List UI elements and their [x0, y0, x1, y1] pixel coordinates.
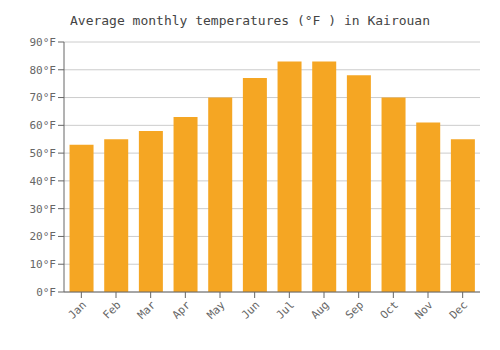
svg-text:Aug: Aug: [308, 298, 331, 321]
svg-text:Nov: Nov: [412, 298, 436, 322]
svg-text:0°F: 0°F: [36, 286, 56, 299]
svg-text:10°F: 10°F: [30, 258, 57, 271]
svg-text:Oct: Oct: [378, 298, 401, 321]
svg-text:Mar: Mar: [135, 298, 159, 322]
svg-text:40°F: 40°F: [30, 175, 57, 188]
svg-text:50°F: 50°F: [30, 147, 57, 160]
svg-text:Dec: Dec: [447, 298, 470, 321]
html-text:Average monthly temperatures (: Average monthly temperatures (°F ) in Ka…: [70, 13, 430, 28]
svg-text:30°F: 30°F: [30, 203, 57, 216]
svg-text:Jul: Jul: [274, 298, 297, 321]
svg-text:70°F: 70°F: [30, 91, 57, 104]
svg-text:Jan: Jan: [66, 298, 89, 321]
svg-text:Apr: Apr: [170, 298, 194, 322]
svg-text:20°F: 20°F: [30, 230, 57, 243]
svg-text:90°F: 90°F: [30, 36, 57, 49]
svg-text:Jun: Jun: [239, 298, 262, 321]
svg-text:60°F: 60°F: [30, 119, 57, 132]
svg-text:Feb: Feb: [100, 298, 123, 321]
svg-text:Sep: Sep: [343, 298, 366, 321]
svg-text:80°F: 80°F: [30, 64, 57, 77]
svg-text:May: May: [204, 298, 228, 322]
